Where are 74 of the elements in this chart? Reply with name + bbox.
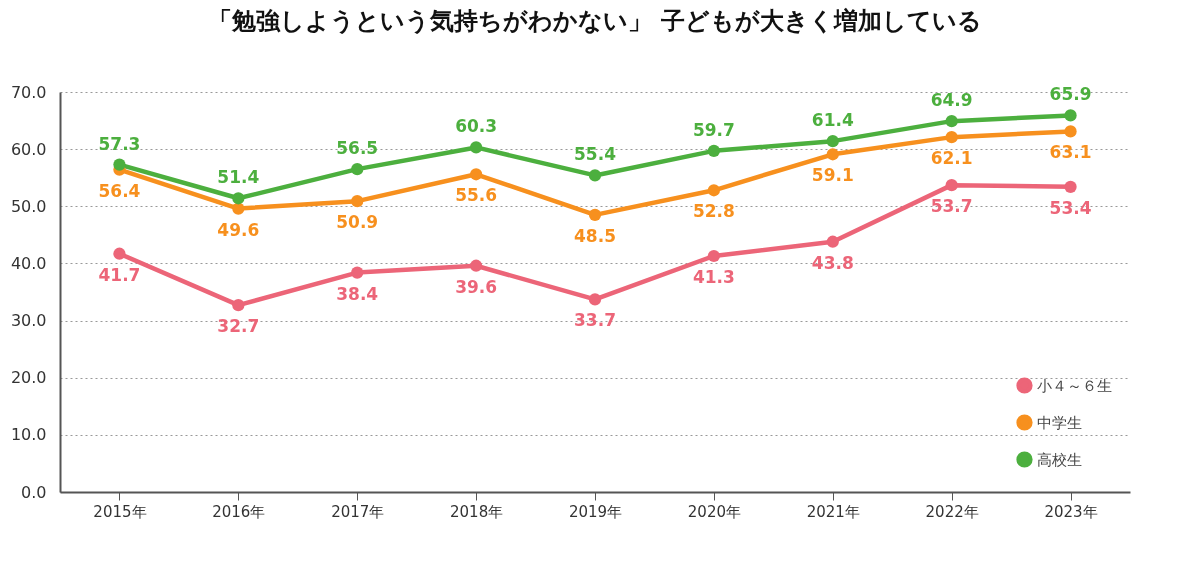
point <box>707 184 721 197</box>
legend-label: 高校生 <box>1037 450 1082 469</box>
x-tick-label: 2020年 <box>687 502 741 521</box>
point <box>707 144 721 157</box>
data-label: 62.1 <box>930 148 973 169</box>
data-label: 38.4 <box>336 283 379 304</box>
data-label: 51.4 <box>217 167 260 188</box>
data-label: 60.3 <box>455 116 498 137</box>
point <box>113 158 126 171</box>
y-tick-label: 50.0 <box>10 196 47 216</box>
y-tick-label: 60.0 <box>10 139 47 159</box>
x-tick-label: 2021年 <box>806 502 860 521</box>
y-tick-label: 40.0 <box>10 253 47 273</box>
data-label: 32.7 <box>217 316 260 337</box>
point <box>113 247 126 260</box>
data-label: 55.4 <box>574 144 617 165</box>
data-label: 53.7 <box>930 196 973 217</box>
point <box>588 169 602 182</box>
data-label: 49.6 <box>217 219 260 240</box>
point <box>1064 109 1077 122</box>
x-tick-label: 2016年 <box>212 502 266 521</box>
x-tick-label: 2023年 <box>1044 502 1098 521</box>
data-label: 57.3 <box>98 133 141 154</box>
data-label: 56.4 <box>98 180 141 201</box>
data-label: 41.7 <box>98 264 141 285</box>
x-tick-label: 2015年 <box>93 502 147 521</box>
point <box>1064 125 1077 138</box>
data-label: 43.8 <box>811 252 854 273</box>
point <box>945 131 958 144</box>
legend-label: 中学生 <box>1037 413 1082 432</box>
y-tick-label: 30.0 <box>10 311 47 331</box>
data-label: 55.6 <box>455 185 498 206</box>
data-label: 64.9 <box>930 90 973 111</box>
point <box>469 259 483 272</box>
point <box>469 141 483 154</box>
point <box>588 293 602 306</box>
data-label: 61.4 <box>811 110 854 131</box>
chart-title: 「勉強しようという気持ちがわかない」 子どもが大きく増加している <box>208 7 982 35</box>
data-label: 41.3 <box>692 267 735 287</box>
data-label: 52.8 <box>692 201 735 222</box>
legend-label: 小４～６生 <box>1037 376 1112 395</box>
y-tick-label: 0.0 <box>21 482 47 502</box>
point <box>826 235 839 248</box>
point <box>469 168 483 181</box>
y-tick-label: 10.0 <box>10 425 47 445</box>
data-label: 65.9 <box>1049 84 1092 105</box>
point <box>351 163 364 176</box>
point <box>351 266 364 279</box>
data-label: 50.9 <box>336 212 379 233</box>
y-tick-label: 20.0 <box>10 368 47 388</box>
x-tick-label: 2017年 <box>331 502 385 521</box>
data-label: 56.5 <box>336 138 379 159</box>
point <box>232 299 245 312</box>
data-label: 59.1 <box>811 165 854 186</box>
point <box>1064 180 1077 193</box>
data-label: 63.1 <box>1049 142 1092 163</box>
point <box>351 195 364 208</box>
point <box>707 249 721 263</box>
x-tick-label: 2022年 <box>925 502 979 521</box>
data-label: 53.4 <box>1049 197 1092 218</box>
x-tick-label: 2018年 <box>450 502 504 521</box>
data-label: 48.5 <box>574 225 616 246</box>
y-tick-label: 70.0 <box>10 82 47 102</box>
point <box>826 135 839 148</box>
point <box>588 208 602 221</box>
point <box>826 148 839 161</box>
data-label: 33.7 <box>574 310 616 331</box>
point <box>232 192 245 205</box>
point <box>945 179 958 192</box>
x-tick-label: 2019年 <box>568 502 623 521</box>
data-label: 39.6 <box>455 276 498 297</box>
data-label: 59.7 <box>692 119 735 140</box>
point <box>232 202 245 215</box>
point <box>945 115 958 128</box>
